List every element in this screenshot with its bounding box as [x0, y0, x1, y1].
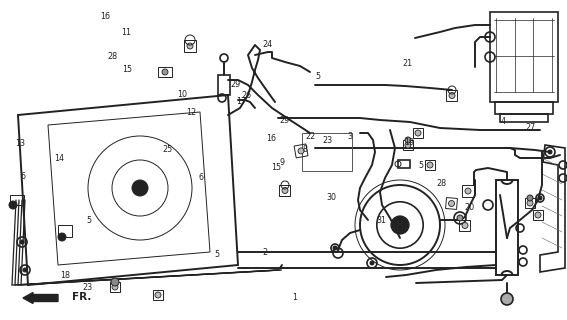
- Circle shape: [20, 240, 24, 244]
- Circle shape: [162, 69, 168, 75]
- Circle shape: [391, 216, 409, 234]
- Text: FR.: FR.: [72, 292, 91, 302]
- Text: 26: 26: [242, 91, 252, 100]
- Bar: [302, 133, 352, 171]
- Circle shape: [111, 278, 119, 286]
- Circle shape: [370, 261, 374, 265]
- Circle shape: [405, 142, 411, 148]
- Text: 23: 23: [83, 283, 93, 292]
- Circle shape: [535, 212, 541, 218]
- Circle shape: [333, 246, 337, 250]
- Bar: [495, 102, 553, 114]
- Circle shape: [58, 233, 66, 241]
- Circle shape: [449, 92, 455, 99]
- Text: 31: 31: [376, 216, 386, 225]
- Circle shape: [527, 195, 533, 201]
- Text: 18: 18: [60, 271, 70, 280]
- Text: 5: 5: [418, 161, 424, 170]
- Circle shape: [457, 215, 463, 221]
- Text: 16: 16: [100, 12, 110, 21]
- Text: 15: 15: [122, 65, 133, 74]
- Circle shape: [112, 284, 118, 290]
- Text: 28: 28: [436, 179, 446, 188]
- Text: 1: 1: [293, 293, 297, 302]
- Circle shape: [415, 130, 421, 136]
- Circle shape: [132, 180, 148, 196]
- Bar: [218, 75, 230, 95]
- Text: 28: 28: [107, 52, 117, 60]
- Text: 17: 17: [236, 97, 246, 106]
- Text: 5: 5: [315, 72, 320, 81]
- Circle shape: [501, 293, 513, 305]
- Circle shape: [538, 196, 542, 200]
- Text: 20: 20: [464, 203, 475, 212]
- Text: 11: 11: [121, 28, 131, 36]
- Bar: [10, 195, 24, 205]
- Text: 4: 4: [501, 117, 506, 126]
- Text: 6: 6: [20, 172, 25, 180]
- FancyArrow shape: [23, 292, 58, 303]
- Text: 27: 27: [525, 123, 535, 132]
- Circle shape: [282, 188, 288, 194]
- Circle shape: [462, 222, 468, 228]
- Bar: [500, 114, 548, 122]
- Text: 12: 12: [187, 108, 197, 116]
- Text: 24: 24: [263, 40, 273, 49]
- Circle shape: [465, 188, 471, 194]
- Circle shape: [9, 201, 17, 209]
- Circle shape: [405, 137, 411, 143]
- Circle shape: [548, 150, 552, 154]
- Circle shape: [298, 148, 304, 154]
- Bar: [398, 160, 410, 168]
- Text: 25: 25: [162, 145, 172, 154]
- Circle shape: [427, 162, 433, 168]
- Text: 5: 5: [86, 216, 91, 225]
- Text: 9: 9: [280, 158, 285, 167]
- Bar: [496, 180, 518, 275]
- Text: 29: 29: [230, 80, 240, 89]
- Text: 23: 23: [323, 136, 333, 145]
- Text: 13: 13: [15, 139, 25, 148]
- Text: 6: 6: [199, 173, 204, 182]
- Text: 2: 2: [263, 248, 268, 257]
- Circle shape: [23, 268, 27, 272]
- Circle shape: [187, 43, 193, 49]
- Text: 10: 10: [177, 90, 188, 99]
- Bar: [490, 12, 558, 102]
- Text: 15: 15: [272, 163, 282, 172]
- Circle shape: [155, 292, 161, 298]
- Text: 3: 3: [348, 132, 353, 140]
- Text: 14: 14: [54, 154, 65, 163]
- Text: 29: 29: [280, 116, 290, 125]
- Text: 16: 16: [266, 134, 276, 143]
- Circle shape: [448, 200, 455, 206]
- Text: 22: 22: [306, 132, 316, 141]
- Text: 21: 21: [402, 59, 412, 68]
- Text: 8: 8: [303, 145, 307, 154]
- Bar: [58, 225, 72, 237]
- Text: 5: 5: [214, 250, 220, 259]
- Text: 30: 30: [327, 193, 337, 202]
- Circle shape: [527, 200, 533, 206]
- Text: 19: 19: [404, 138, 414, 147]
